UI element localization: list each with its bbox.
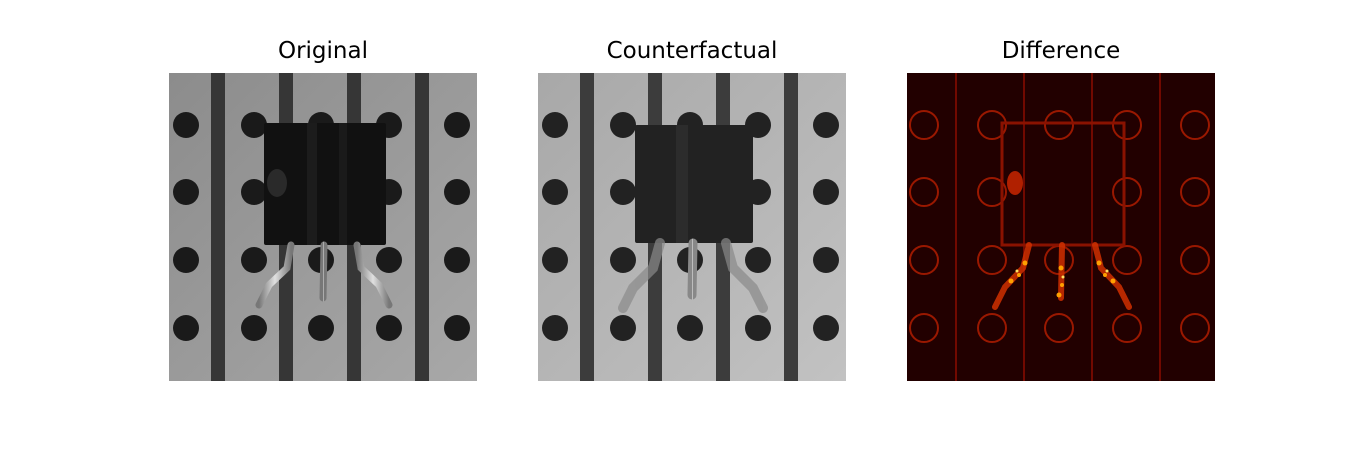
original-image: [169, 73, 477, 381]
panel-title-difference: Difference: [1001, 38, 1121, 64]
counterfactual-transistor-picture: [538, 73, 846, 381]
counterfactual-image: [538, 73, 846, 381]
panel-title-counterfactual: Counterfactual: [606, 38, 778, 64]
panel-title-original: Original: [277, 38, 368, 64]
difference-heatmap-picture: [907, 73, 1215, 381]
original-transistor-picture: [169, 73, 477, 381]
difference-heatmap: [907, 73, 1215, 381]
